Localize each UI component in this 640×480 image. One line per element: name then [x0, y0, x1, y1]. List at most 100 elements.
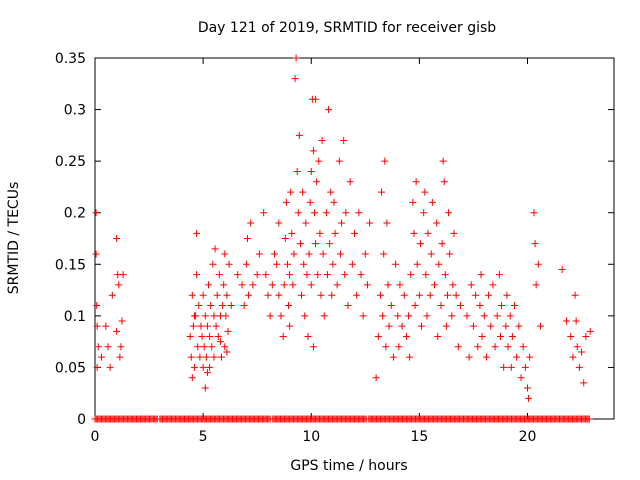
data-point: [116, 353, 124, 361]
data-point: [268, 281, 276, 289]
data-point: [573, 343, 581, 351]
data-point: [340, 137, 348, 145]
data-point: [245, 291, 253, 299]
data-point: [199, 291, 207, 299]
data-point: [282, 198, 290, 206]
data-point: [385, 322, 393, 330]
data-point: [309, 343, 317, 351]
data-point: [441, 271, 449, 279]
data-point: [465, 353, 473, 361]
data-point: [97, 353, 105, 361]
data-point: [476, 302, 484, 310]
data-point: [534, 260, 542, 268]
data-point: [117, 343, 125, 351]
data-point: [416, 240, 424, 248]
data-point: [406, 353, 414, 361]
data-point: [336, 250, 344, 258]
data-point: [346, 178, 354, 186]
data-point: [266, 312, 274, 320]
data-point: [586, 327, 594, 335]
data-point: [316, 229, 324, 237]
data-point: [344, 302, 352, 310]
data-point: [275, 291, 283, 299]
data-point: [93, 322, 101, 330]
data-point: [407, 271, 415, 279]
data-point: [355, 209, 363, 217]
data-point: [299, 188, 307, 196]
data-point: [517, 374, 525, 382]
y-tick-label: 0.3: [64, 103, 86, 119]
data-point: [221, 250, 229, 258]
data-point: [443, 291, 451, 299]
data-point: [317, 291, 325, 299]
data-point: [201, 312, 209, 320]
y-tick-label: 0.05: [55, 360, 86, 376]
data-point: [413, 260, 421, 268]
data-point: [198, 332, 206, 340]
data-point: [525, 394, 533, 402]
data-point: [225, 260, 233, 268]
data-point: [262, 271, 270, 279]
data-point: [392, 260, 400, 268]
data-point: [212, 322, 220, 330]
data-point: [238, 281, 246, 289]
data-point: [394, 312, 402, 320]
data-point: [439, 157, 447, 165]
data-point: [304, 332, 312, 340]
data-point: [582, 332, 590, 340]
data-point: [223, 348, 231, 356]
chart-title: Day 121 of 2019, SRMTID for receiver gis…: [198, 20, 496, 36]
data-point: [571, 291, 579, 299]
data-point: [498, 302, 506, 310]
data-point: [380, 250, 388, 258]
data-point: [474, 343, 482, 351]
data-point: [526, 353, 534, 361]
data-point: [197, 322, 205, 330]
data-point: [374, 332, 382, 340]
x-tick-label: 0: [91, 429, 100, 445]
data-point: [319, 250, 327, 258]
data-point: [415, 291, 423, 299]
data-point: [503, 291, 511, 299]
y-tick-label: 0: [77, 412, 86, 428]
data-point: [511, 302, 519, 310]
data-point: [113, 235, 121, 242]
data-point: [270, 250, 278, 258]
data-point: [524, 384, 531, 392]
data-point: [325, 106, 333, 114]
data-point: [513, 353, 521, 361]
data-point: [312, 95, 320, 103]
data-point: [327, 188, 335, 196]
data-point: [115, 281, 123, 289]
data-point: [291, 75, 299, 83]
data-point: [381, 157, 389, 165]
data-point: [421, 188, 429, 196]
data-point: [433, 219, 441, 227]
data-point: [341, 271, 349, 279]
data-point: [203, 322, 211, 330]
data-point: [454, 343, 462, 351]
data-point: [306, 198, 314, 206]
data-point: [227, 302, 235, 310]
data-point: [418, 322, 426, 330]
data-point: [211, 245, 219, 253]
x-tick-label: 5: [199, 429, 208, 445]
data-point: [193, 229, 201, 237]
data-point: [456, 302, 464, 310]
data-point: [216, 338, 224, 346]
data-point: [190, 363, 198, 371]
data-point: [448, 312, 456, 320]
data-point: [194, 343, 202, 351]
data-point: [108, 291, 116, 299]
data-point: [558, 265, 566, 273]
data-point: [202, 353, 210, 361]
data-point: [428, 198, 436, 206]
data-point: [219, 302, 227, 310]
data-point: [255, 250, 263, 258]
data-point: [322, 209, 330, 217]
data-point: [221, 343, 229, 351]
data-point: [378, 188, 386, 196]
data-point: [363, 281, 371, 289]
data-point: [260, 209, 268, 217]
data-point: [445, 209, 453, 217]
